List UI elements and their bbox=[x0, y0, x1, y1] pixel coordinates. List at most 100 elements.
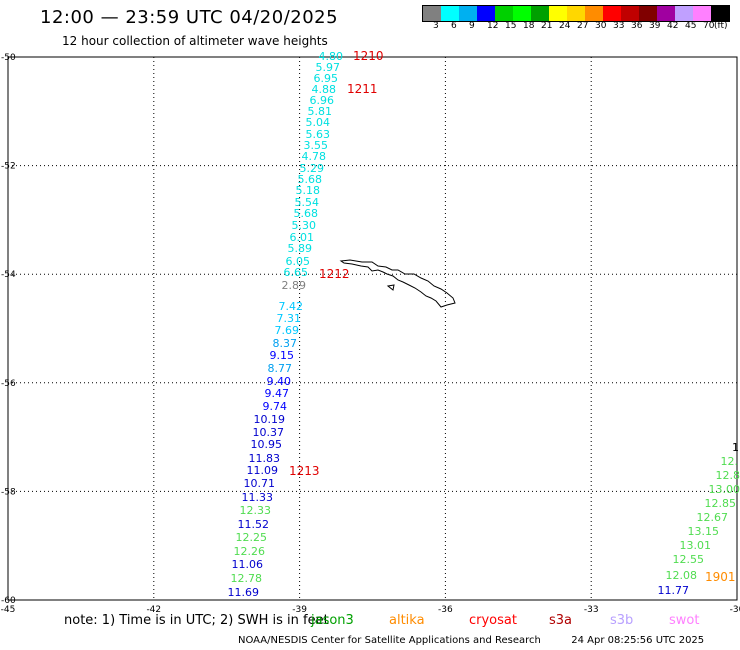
wave-height-label: 9.47 bbox=[265, 387, 290, 400]
wave-height-label: 12.8 bbox=[716, 469, 740, 482]
satellite-legend-item: altika bbox=[389, 613, 425, 628]
color-scale-label: 21 bbox=[541, 21, 553, 31]
longitude-label: -36 bbox=[438, 605, 453, 615]
map-subtitle: 12 hour collection of altimeter wave hei… bbox=[62, 34, 328, 48]
color-scale-label: 12 bbox=[487, 21, 499, 31]
latitude-label: -54 bbox=[1, 270, 16, 280]
wave-height-label: 11.09 bbox=[247, 464, 279, 477]
color-swatch bbox=[513, 6, 531, 21]
color-swatch bbox=[477, 6, 495, 21]
wave-height-label: 11.06 bbox=[232, 558, 264, 571]
wave-height-label: 10.37 bbox=[253, 426, 285, 439]
wave-height-label: 11.69 bbox=[228, 586, 260, 599]
color-swatch bbox=[585, 6, 603, 21]
color-scale-label: 15 bbox=[505, 21, 517, 31]
footer: NOAA/NESDIS Center for Satellite Applica… bbox=[238, 635, 704, 646]
wave-height-label: 8.77 bbox=[268, 362, 293, 375]
color-scale-label: 36 bbox=[631, 21, 643, 31]
latitude-label: -56 bbox=[1, 379, 16, 389]
wave-height-label: 12. bbox=[721, 455, 739, 468]
wave-height-label: 4.78 bbox=[302, 150, 327, 163]
wave-height-label: 5.30 bbox=[292, 219, 317, 232]
color-swatch bbox=[459, 6, 477, 21]
pass-number-label: 1213 bbox=[289, 464, 320, 478]
color-scale-label: 45 bbox=[685, 21, 697, 31]
wave-height-label: 9.74 bbox=[263, 400, 288, 413]
color-scale-label: 18 bbox=[523, 21, 535, 31]
wave-height-label: 10.95 bbox=[251, 438, 283, 451]
wave-height-label: 12.26 bbox=[234, 545, 266, 558]
color-swatch bbox=[693, 6, 711, 21]
wave-height-label: 11.77 bbox=[658, 584, 690, 597]
wave-height-label: 12.55 bbox=[673, 553, 705, 566]
color-scale-label: 33 bbox=[613, 21, 625, 31]
small-island bbox=[386, 284, 395, 291]
wave-height-label: 5.63 bbox=[306, 128, 331, 141]
latitude-label: -52 bbox=[1, 162, 16, 172]
longitude-label: -39 bbox=[292, 605, 307, 615]
wave-height-label: 5.18 bbox=[296, 184, 321, 197]
color-scale-label: 70 bbox=[703, 21, 715, 31]
wave-height-label: 13.00 bbox=[709, 483, 740, 496]
wave-height-label: 5.97 bbox=[316, 61, 341, 74]
wave-height-label: 4.88 bbox=[312, 83, 337, 96]
color-swatch bbox=[603, 6, 621, 21]
longitude-label: -30 bbox=[730, 605, 740, 615]
color-swatch bbox=[657, 6, 675, 21]
wave-height-label: 6.96 bbox=[310, 94, 335, 107]
wave-height-label: 1 bbox=[732, 441, 739, 454]
wave-height-label: 12.85 bbox=[705, 497, 737, 510]
map-title: 12:00 — 23:59 UTC 04/20/2025 bbox=[40, 7, 339, 28]
wave-height-label: 9.15 bbox=[270, 349, 295, 362]
color-scale-label: 24 bbox=[559, 21, 571, 31]
longitude-label: -45 bbox=[1, 605, 16, 615]
wave-height-label: 5.81 bbox=[308, 105, 333, 118]
wave-height-label: 6.65 bbox=[284, 266, 309, 279]
wave-height-label: 7.69 bbox=[275, 324, 300, 337]
latitude-label: -60 bbox=[1, 596, 16, 606]
wave-height-label: 12.78 bbox=[231, 572, 263, 585]
wave-height-label: 5.89 bbox=[288, 242, 313, 255]
wave-height-label: 4.80 bbox=[319, 50, 344, 63]
color-swatch bbox=[639, 6, 657, 21]
wave-height-label: 7.42 bbox=[279, 300, 304, 313]
color-scale-label: 3 bbox=[433, 21, 439, 31]
wave-height-label: 5.68 bbox=[294, 207, 319, 220]
wave-height-label: 8.37 bbox=[273, 337, 298, 350]
wave-height-label: 6.05 bbox=[286, 255, 311, 268]
wave-height-label: 9.40 bbox=[267, 375, 292, 388]
wave-height-label: 3.55 bbox=[304, 139, 329, 152]
wave-height-label: 5.29 bbox=[300, 162, 325, 175]
wave-height-label: 5.68 bbox=[298, 173, 323, 186]
wave-height-label: 11.33 bbox=[242, 491, 274, 504]
wave-height-label: 13.01 bbox=[680, 539, 712, 552]
note-text: note: 1) Time is in UTC; 2) SWH is in fe… bbox=[64, 613, 329, 628]
satellite-legend-item: cryosat bbox=[469, 613, 517, 628]
color-scale-label: 9 bbox=[469, 21, 475, 31]
wave-height-label: 13.15 bbox=[688, 525, 720, 538]
color-swatch bbox=[621, 6, 639, 21]
wave-height-label: 6.01 bbox=[290, 231, 315, 244]
color-swatch bbox=[495, 6, 513, 21]
latitude-label: -50 bbox=[1, 53, 16, 63]
color-scale-label: 27 bbox=[577, 21, 589, 31]
pass-number-label: 1901 bbox=[705, 570, 736, 584]
color-scale-label: (ft) bbox=[714, 21, 728, 31]
satellite-legend-item: swot bbox=[669, 613, 700, 628]
wave-height-label: 5.54 bbox=[295, 196, 320, 209]
satellite-legend-item: s3b bbox=[610, 613, 634, 628]
wave-height-color-scale bbox=[422, 5, 730, 22]
color-swatch bbox=[711, 6, 729, 21]
wave-height-label: 12.67 bbox=[697, 511, 729, 524]
color-swatch bbox=[531, 6, 549, 21]
longitude-label: -42 bbox=[146, 605, 161, 615]
satellite-legend-item: jason3 bbox=[311, 613, 354, 628]
color-swatch bbox=[675, 6, 693, 21]
latitude-label: -58 bbox=[1, 487, 16, 497]
wave-height-label: 5.04 bbox=[306, 116, 331, 129]
wave-height-label: 12.25 bbox=[236, 531, 268, 544]
color-scale-label: 39 bbox=[649, 21, 661, 31]
pass-number-label: 1211 bbox=[347, 82, 378, 96]
